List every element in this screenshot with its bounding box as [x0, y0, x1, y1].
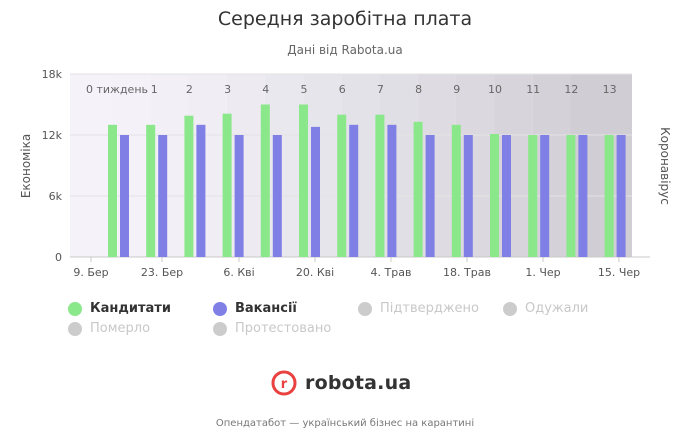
legend-item-tested[interactable]: Протестовано: [213, 321, 331, 336]
bar-candidates: [566, 135, 576, 257]
bar-candidates: [299, 104, 308, 257]
bar-vacancies: [502, 135, 511, 257]
chart-title: Середня заробітна плата: [217, 8, 473, 30]
x-tick-label: 23. Бер: [141, 266, 183, 279]
bar-candidates: [490, 133, 499, 257]
week-label: 1: [151, 83, 158, 96]
bar-vacancies: [272, 135, 282, 257]
bar-candidates: [604, 135, 614, 257]
legend-label: Підтверджено: [380, 301, 480, 316]
bar-vacancies: [616, 135, 626, 257]
week-band: [341, 74, 380, 257]
y-tick-label: 18k: [42, 68, 63, 81]
legend-label: Кандитати: [90, 301, 171, 316]
legend-item-died[interactable]: Померло: [68, 321, 150, 336]
brand-name: robota.ua: [305, 372, 412, 394]
chart-subtitle: Дані від Rabota.ua: [287, 43, 403, 57]
x-tick-label: 15. Чер: [598, 266, 640, 279]
legend-dot-icon: [68, 301, 82, 316]
bar-candidates: [337, 114, 347, 258]
legend-item-candidates[interactable]: Кандитати: [68, 301, 171, 316]
legend-label: Одужали: [525, 301, 589, 316]
y-tick-label: 0: [55, 251, 62, 264]
bar-vacancies: [540, 135, 550, 257]
bar-candidates: [260, 104, 270, 257]
y-tick-label: 6k: [49, 190, 63, 203]
bar-vacancies: [311, 126, 320, 257]
bar-vacancies: [158, 135, 168, 257]
week-label: 11: [526, 83, 540, 96]
legend-item-vacancies[interactable]: Вакансії: [213, 301, 297, 316]
bar-vacancies: [196, 124, 206, 257]
legend-label: Вакансії: [235, 301, 297, 316]
week-label: 9: [453, 83, 460, 96]
x-tick-label: 9. Бер: [73, 266, 108, 279]
svg-text:r: r: [281, 377, 288, 392]
brand: r robota.ua: [271, 370, 411, 396]
y-tick-label: 12k: [42, 129, 63, 142]
legend-dot-icon: [213, 321, 227, 336]
y-tick-labels: 0 6k 12k 18k: [42, 68, 63, 264]
bar-vacancies: [425, 135, 435, 257]
bar-vacancies: [578, 135, 588, 257]
legend-item-confirmed[interactable]: Підтверджено: [358, 301, 479, 316]
bar-candidates: [108, 124, 117, 257]
week-label: 6: [339, 83, 346, 96]
bar-vacancies: [120, 135, 129, 257]
week-label: 5: [301, 83, 308, 96]
week-label: 0 тиждень: [86, 83, 148, 96]
week-band: [188, 74, 227, 257]
week-label: 4: [262, 83, 269, 96]
week-band: [150, 74, 189, 257]
bars: [108, 104, 626, 258]
week-band: [417, 74, 456, 257]
legend-label: Протестовано: [235, 321, 332, 336]
robota-logo-icon: r: [271, 370, 297, 396]
week-labels: 0 тиждень 1 2 3 4 5 6 7 8 9 10 11 12 13: [86, 83, 617, 96]
week-band: [303, 74, 342, 257]
week-band: [112, 74, 151, 257]
week-band: [494, 74, 533, 257]
week-band: [264, 74, 304, 257]
legend-item-recovered[interactable]: Одужали: [503, 301, 588, 316]
x-tick-label: 20. Кві: [296, 266, 334, 279]
x-tick-label: 1. Чер: [525, 266, 560, 279]
week-label: 7: [377, 83, 384, 96]
week-band: [226, 74, 265, 257]
week-label: 8: [415, 83, 422, 96]
legend-dot-icon: [358, 301, 372, 316]
legend-dot-icon: [503, 301, 517, 316]
x-tick-label: 4. Трав: [371, 266, 412, 279]
bar-candidates: [413, 121, 423, 258]
legend-dot-icon: [68, 321, 82, 336]
week-label: 3: [224, 83, 231, 96]
x-tick-label: 6. Кві: [223, 266, 254, 279]
week-band: [70, 74, 113, 257]
bar-candidates: [222, 113, 232, 258]
bar-candidates: [528, 135, 538, 257]
x-tick-labels: 9. Бер 23. Бер 6. Кві 20. Кві 4. Трав 18. Тра…: [73, 257, 640, 279]
bar-vacancies: [463, 135, 473, 257]
bar-candidates: [184, 115, 194, 257]
week-label: 12: [564, 83, 578, 96]
bar-candidates: [375, 114, 385, 258]
week-band: [455, 74, 495, 257]
week-label: 13: [603, 83, 617, 96]
bar-vacancies: [234, 135, 244, 257]
y-axis-title: Економіка: [19, 134, 33, 198]
week-band: [532, 74, 571, 257]
week-band: [379, 74, 418, 257]
bar-candidates: [146, 124, 156, 257]
footer-credit: Опендатабот — український бізнес на кара…: [215, 418, 475, 429]
week-label: 2: [186, 83, 193, 96]
week-label: 10: [488, 83, 502, 96]
bar-vacancies: [387, 124, 397, 257]
legend-label: Померло: [90, 321, 151, 336]
legend-dot-icon: [213, 301, 227, 316]
x-tick-label: 18. Трав: [443, 266, 491, 279]
y-axis-title-right: Коронавірус: [658, 127, 672, 205]
bar-candidates: [451, 124, 461, 257]
bar-vacancies: [349, 124, 359, 257]
